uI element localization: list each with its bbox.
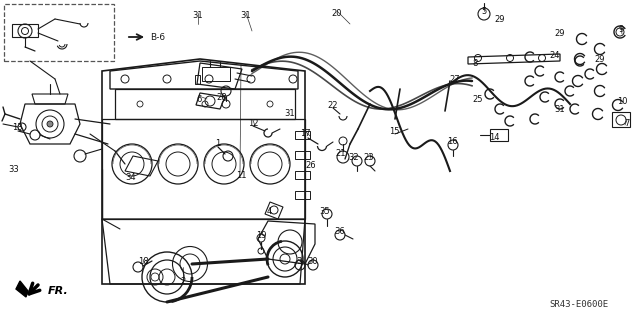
Text: 6: 6 <box>196 94 202 103</box>
Text: 7: 7 <box>624 118 630 128</box>
Text: 20: 20 <box>332 10 342 19</box>
Text: 30: 30 <box>308 257 318 266</box>
Text: 18: 18 <box>138 257 148 266</box>
Text: 16: 16 <box>447 137 458 146</box>
Text: 9: 9 <box>618 25 623 33</box>
Text: 28: 28 <box>217 93 227 101</box>
Text: 23: 23 <box>364 152 374 161</box>
Text: 31: 31 <box>241 11 252 20</box>
Text: 25: 25 <box>473 94 483 103</box>
Bar <box>4 4 114 61</box>
Text: 24: 24 <box>550 50 560 60</box>
Bar <box>490 129 508 141</box>
Text: 31: 31 <box>193 11 204 20</box>
Text: B-6: B-6 <box>150 33 165 41</box>
Text: 29: 29 <box>495 16 505 25</box>
Text: 13: 13 <box>12 122 22 131</box>
Text: 26: 26 <box>306 161 316 170</box>
Text: 17: 17 <box>300 130 310 138</box>
Text: 15: 15 <box>388 127 399 136</box>
Text: 29: 29 <box>595 55 605 63</box>
Bar <box>295 151 310 159</box>
Text: 14: 14 <box>489 133 499 143</box>
Text: 34: 34 <box>125 173 136 182</box>
Text: 35: 35 <box>320 206 330 216</box>
Text: 8: 8 <box>472 60 477 69</box>
Text: 11: 11 <box>236 172 246 181</box>
Circle shape <box>47 121 53 127</box>
Bar <box>612 112 630 127</box>
Text: 29: 29 <box>555 28 565 38</box>
Text: 22: 22 <box>328 100 339 109</box>
Text: 31: 31 <box>555 105 565 114</box>
Bar <box>202 67 230 81</box>
Text: 19: 19 <box>256 231 266 240</box>
Text: SR43-E0600E: SR43-E0600E <box>550 300 609 309</box>
Text: 36: 36 <box>335 227 346 236</box>
Text: 27: 27 <box>450 76 460 85</box>
Bar <box>295 171 310 179</box>
Text: 33: 33 <box>8 165 19 174</box>
Text: 5: 5 <box>481 6 486 16</box>
Text: 10: 10 <box>617 98 627 107</box>
Text: 2: 2 <box>180 278 186 286</box>
Bar <box>295 191 310 199</box>
Polygon shape <box>16 281 28 297</box>
Text: 31: 31 <box>285 108 295 117</box>
Text: 4: 4 <box>266 206 271 216</box>
Text: 12: 12 <box>248 118 259 128</box>
Text: FR.: FR. <box>48 286 68 296</box>
Text: 32: 32 <box>349 152 359 161</box>
Text: 1: 1 <box>216 138 221 147</box>
Bar <box>295 131 310 139</box>
Text: 3: 3 <box>296 257 301 266</box>
Text: 21: 21 <box>336 150 346 159</box>
